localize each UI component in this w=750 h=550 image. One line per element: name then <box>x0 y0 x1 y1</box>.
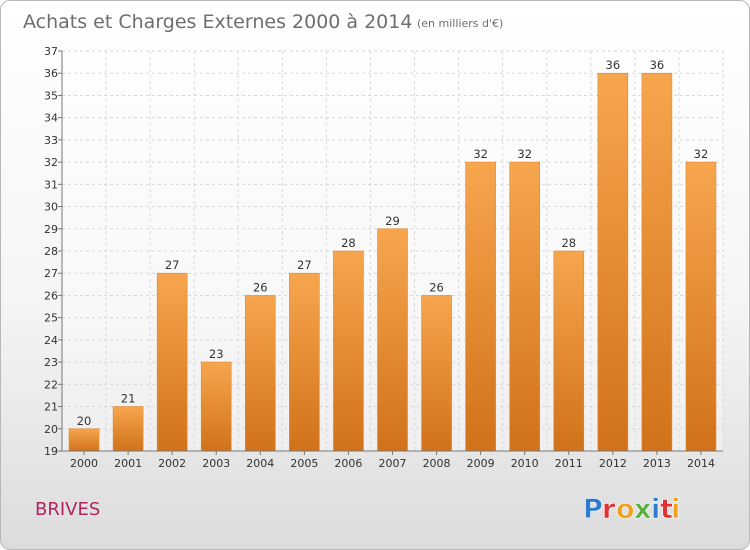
data-label: 23 <box>209 347 224 361</box>
bars: 20 21 27 23 26 27 28 29 26 32 32 28 36 36 32 <box>68 58 717 452</box>
x-tick-label: 2000 <box>70 457 98 470</box>
y-tick-label: 32 <box>44 156 58 169</box>
logo-letter: o <box>616 494 635 525</box>
x-tick-label: 2006 <box>334 457 362 470</box>
x-tick-label: 2011 <box>555 457 583 470</box>
data-label: 32 <box>473 147 488 161</box>
y-tick-label: 35 <box>44 89 58 102</box>
y-tick-label: 33 <box>44 134 58 147</box>
data-label: 27 <box>165 258 180 272</box>
data-label: 20 <box>77 414 92 428</box>
y-tick-label: 28 <box>44 245 58 258</box>
y-tick-label: 23 <box>44 356 58 369</box>
y-tick-label: 25 <box>44 312 58 325</box>
data-label: 32 <box>517 147 532 161</box>
data-label: 26 <box>253 280 268 294</box>
data-label: 21 <box>121 392 136 406</box>
x-tick-label: 2013 <box>643 457 671 470</box>
y-tick-label: 26 <box>44 289 58 302</box>
x-tick-label: 2004 <box>246 457 274 470</box>
bar-2010 <box>509 161 541 452</box>
x-tick-label: 2002 <box>158 457 186 470</box>
bar-2007 <box>377 228 408 452</box>
logo-letter: t <box>660 494 673 525</box>
y-tick-label: 36 <box>44 67 58 80</box>
bar-2008 <box>421 295 452 452</box>
bar-2002 <box>156 272 188 452</box>
y-tick-label: 37 <box>44 45 58 58</box>
x-tick-label: 2005 <box>290 457 318 470</box>
y-tick-label: 30 <box>44 201 58 214</box>
y-tick-label: 27 <box>44 267 58 280</box>
data-label: 36 <box>606 58 621 72</box>
x-tick-label: 2009 <box>467 457 495 470</box>
bar-2009 <box>465 161 496 452</box>
y-tick-label: 20 <box>44 423 58 436</box>
chart-title: Achats et Charges Externes 2000 à 2014 <box>23 11 412 33</box>
y-tick-label: 31 <box>44 178 58 191</box>
bar-2006 <box>333 250 364 452</box>
data-label: 28 <box>561 236 576 250</box>
bar-2013 <box>641 72 673 452</box>
x-tick-label: 2001 <box>114 457 142 470</box>
data-label: 32 <box>694 147 709 161</box>
x-tick-label: 2008 <box>423 457 451 470</box>
bar-2000 <box>68 428 100 452</box>
logo-letter: P <box>583 494 603 525</box>
bar-2004 <box>245 295 276 452</box>
bar-2003 <box>200 361 232 452</box>
chart-unit: (en milliers d'€) <box>417 17 503 30</box>
data-label: 27 <box>297 258 312 272</box>
y-tick-label: 19 <box>44 445 58 458</box>
data-label: 28 <box>341 236 356 250</box>
bar-2014 <box>685 161 717 452</box>
y-tick-label: 22 <box>44 378 58 391</box>
bar-2012 <box>597 72 629 452</box>
logo-letter: i <box>651 494 660 525</box>
x-tick-label: 2012 <box>599 457 627 470</box>
x-tick-label: 2014 <box>687 457 715 470</box>
y-tick-label: 34 <box>44 112 58 125</box>
axes: 19 20 21 22 23 24 25 26 27 28 29 30 31 32 33 34 35 36 37 20… <box>44 45 723 470</box>
x-tick-label: 2007 <box>379 457 407 470</box>
location-label: BRIVES <box>35 499 100 520</box>
y-tick-label: 29 <box>44 223 58 236</box>
x-tick-label: 2010 <box>511 457 539 470</box>
logo-letter: x <box>634 494 651 525</box>
data-label: 29 <box>385 214 400 228</box>
bar-2011 <box>553 250 585 452</box>
logo-letter: r <box>602 494 616 525</box>
y-tick-label: 24 <box>44 334 58 347</box>
bar-2001 <box>112 406 144 452</box>
data-label: 26 <box>429 280 444 294</box>
x-tick-label: 2003 <box>202 457 230 470</box>
y-tick-label: 21 <box>44 401 58 414</box>
bar-2005 <box>289 272 320 452</box>
data-label: 36 <box>650 58 665 72</box>
logo-letter: i <box>671 494 680 525</box>
